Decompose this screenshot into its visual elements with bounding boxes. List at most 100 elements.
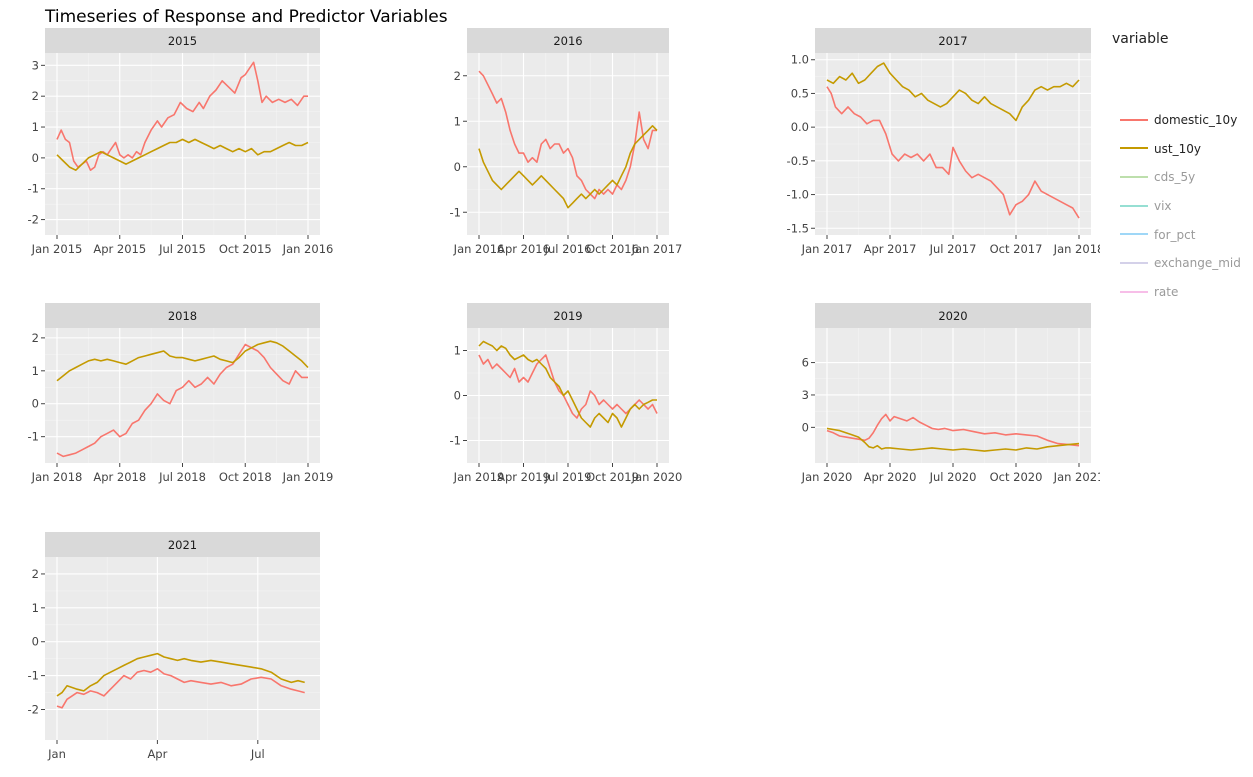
y-tick-label: 0 [802, 420, 809, 434]
x-tick-label: Oct 2017 [990, 242, 1043, 256]
y-tick-label: 0.5 [791, 86, 809, 100]
x-tick-label: Jan [47, 747, 66, 761]
series-line-ust-10y [56, 340, 309, 382]
x-tick-label: Jan 2018 [31, 470, 83, 484]
y-tick-label: 1 [32, 120, 39, 134]
y-tick-label: 1 [32, 601, 39, 615]
legend-swatch [1120, 118, 1148, 121]
x-tick-label: Jul 2020 [929, 470, 977, 484]
y-tick-label: -1 [28, 182, 39, 196]
y-tick-label: -1 [28, 669, 39, 683]
facet-panel-2020: 2020 Jan 2020 Apr 2020 Jul 2020 Oct 2020 Jan … [801, 303, 1100, 484]
series-line-domestic-10y [56, 61, 308, 171]
y-tick-label: -1.5 [787, 221, 809, 235]
legend-item-cds-5y[interactable]: cds_5y [1112, 167, 1252, 196]
legend-item-domestic-10y[interactable]: domestic_10y [1112, 110, 1252, 139]
legend-label: rate [1154, 285, 1179, 300]
x-tick-label: Jul 2018 [158, 470, 206, 484]
y-tick-label: -1 [450, 434, 461, 448]
y-tick-label: 0 [454, 160, 461, 174]
x-tick-label: Jul 2017 [929, 242, 977, 256]
x-tick-label: Jan 2021 [1053, 470, 1100, 484]
legend-item-for-pct[interactable]: for_pct [1112, 225, 1252, 254]
x-tick-label: Oct 2019 [586, 470, 639, 484]
y-tick-label: 3 [802, 388, 809, 402]
x-tick-label: Apr 2020 [864, 470, 917, 484]
legend-swatch [1120, 147, 1148, 150]
x-tick-label: Jul 2019 [544, 470, 592, 484]
facet-strip-label: 2017 [938, 34, 967, 48]
x-tick-label: Jan 2020 [631, 470, 683, 484]
y-tick-label: 1.0 [791, 53, 809, 67]
x-tick-label: Oct 2016 [586, 242, 639, 256]
facet-panel-2018: 2018 Jan 2018 Apr 2018 Jul 2018 Oct 2018 Jan … [28, 303, 333, 484]
y-tick-label: -1.0 [787, 188, 809, 202]
y-tick-label: 1 [32, 364, 39, 378]
facet-strip-label: 2018 [168, 309, 197, 323]
series-line-domestic-10y [478, 70, 657, 200]
legend-label: cds_5y [1154, 170, 1196, 185]
facet-panel-2015: 2015 Jan 2015 Apr 2015 Jul 2015 Oct 2015 Jan … [28, 28, 333, 256]
legend-swatch [1120, 204, 1148, 207]
chart-title: Timeseries of Response and Predictor Var… [45, 7, 448, 27]
facet-strip [467, 303, 669, 328]
legend-swatch [1120, 290, 1148, 293]
y-tick-label: 0 [32, 635, 39, 649]
x-tick-label: Jul 2016 [544, 242, 592, 256]
legend: variable domestic_10y ust_10y cds_5y vix… [1112, 31, 1252, 311]
legend-label: for_pct [1154, 227, 1196, 242]
y-tick-label: 2 [32, 331, 39, 345]
facet-strip [45, 532, 320, 557]
y-tick-label: 6 [802, 356, 809, 370]
legend-title: variable [1112, 31, 1169, 47]
x-tick-label: Oct 2018 [219, 470, 272, 484]
y-tick-label: -1 [28, 430, 39, 444]
series-line-ust-10y [478, 125, 658, 209]
series-line-domestic-10y [56, 343, 308, 458]
x-tick-label: Apr 2017 [864, 242, 917, 256]
x-tick-label: Jan 2018 [1053, 242, 1100, 256]
x-tick-label: Jan 2017 [801, 242, 853, 256]
y-tick-label: 0 [32, 151, 39, 165]
series-line-ust-10y [56, 138, 309, 171]
y-tick-label: -1 [450, 205, 461, 219]
y-tick-label: 2 [32, 89, 39, 103]
legend-label: ust_10y [1154, 141, 1201, 156]
facet-strip-label: 2016 [553, 34, 582, 48]
legend-item-rate[interactable]: rate [1112, 282, 1252, 311]
legend-item-exchange-mid[interactable]: exchange_mid [1112, 253, 1252, 282]
facet-strip [45, 28, 320, 53]
series-line-domestic-10y [826, 86, 1080, 219]
facet-strip [45, 303, 320, 328]
legend-swatch [1120, 233, 1148, 236]
series-line-ust-10y [56, 652, 305, 697]
x-tick-label: Jan 2015 [31, 242, 83, 256]
y-tick-label: 2 [32, 567, 39, 581]
y-tick-label: 2 [454, 69, 461, 83]
facet-strip [467, 28, 669, 53]
x-tick-label: Jul [250, 747, 265, 761]
legend-item-ust-10y[interactable]: ust_10y [1112, 139, 1252, 168]
y-tick-label: 3 [32, 58, 39, 72]
x-tick-label: Jan 2019 [453, 470, 505, 484]
series-line-domestic-10y [478, 354, 658, 419]
x-tick-label: Jan 2017 [631, 242, 683, 256]
faceted-line-chart: 2015 Jan 2015 Apr 2015 Jul 2015 Oct 2015 Jan … [28, 28, 1100, 761]
x-tick-label: Oct 2015 [219, 242, 272, 256]
legend-label: vix [1154, 199, 1172, 214]
series-line-domestic-10y [56, 667, 305, 709]
legend-item-vix[interactable]: vix [1112, 196, 1252, 225]
series-line-ust-10y [826, 427, 1080, 452]
x-tick-label: Apr 2019 [497, 470, 550, 484]
facet-strip-label: 2015 [168, 34, 197, 48]
facet-strip-label: 2020 [938, 309, 967, 323]
facet-strip-label: 2019 [553, 309, 582, 323]
facet-panel-2017: 2017 Jan 2017 Apr 2017 Jul 2017 Oct 2017 Jan … [787, 28, 1100, 256]
facet-strip-label: 2021 [168, 538, 197, 552]
x-tick-label: Oct 2020 [990, 470, 1043, 484]
y-tick-label: 1 [454, 344, 461, 358]
legend-swatch [1120, 261, 1148, 264]
y-tick-label: -2 [28, 213, 39, 227]
